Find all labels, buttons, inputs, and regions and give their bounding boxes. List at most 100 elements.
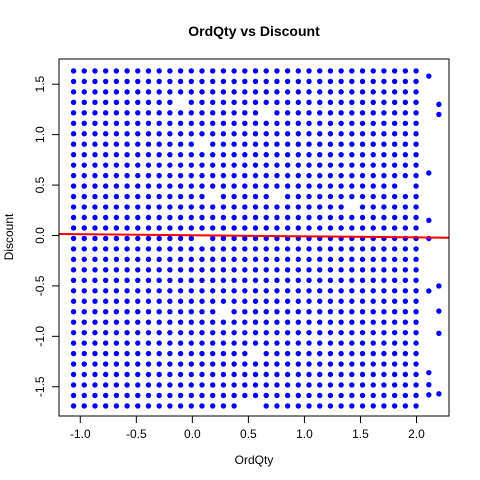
data-point: [177, 131, 184, 137]
data-point: [210, 183, 216, 189]
data-point: [306, 309, 312, 315]
data-point: [402, 225, 409, 231]
data-point: [124, 172, 130, 179]
data-point: [231, 256, 237, 263]
data-point: [274, 403, 280, 409]
data-point: [102, 110, 109, 116]
data-point: [102, 151, 109, 158]
data-point: [242, 162, 248, 168]
data-point: [70, 288, 77, 294]
data-point: [210, 256, 216, 263]
data-point: [231, 89, 237, 95]
data-point: [167, 214, 173, 221]
data-point: [317, 340, 323, 346]
data-point: [124, 235, 130, 242]
data-point: [349, 329, 355, 336]
data-point: [156, 309, 162, 315]
data-point: [167, 288, 173, 294]
data-point: [81, 235, 87, 242]
data-point: [92, 298, 98, 304]
data-point: [391, 288, 398, 294]
data-point: [295, 172, 302, 179]
data-point: [263, 309, 269, 315]
data-point: [81, 131, 87, 137]
data-point: [252, 78, 259, 85]
data-point: [359, 288, 366, 294]
data-point: [220, 99, 227, 106]
data-point: [102, 235, 109, 242]
data-point: [284, 246, 291, 252]
data-point: [391, 298, 398, 304]
data-point: [113, 309, 120, 315]
data-point: [113, 68, 120, 74]
data-point: [135, 235, 141, 242]
data-point: [199, 309, 205, 315]
data-point: [295, 246, 302, 252]
data-point: [402, 340, 409, 346]
data-point: [70, 193, 77, 200]
data-point: [306, 183, 312, 189]
data-point: [220, 288, 227, 294]
data-point: [177, 371, 184, 378]
data-point: [381, 392, 387, 399]
data-point: [102, 298, 109, 304]
data-point: [252, 99, 259, 106]
data-point: [210, 350, 216, 357]
data-point: [338, 151, 344, 158]
data-point: [413, 361, 419, 367]
data-point: [199, 371, 205, 378]
data-point: [295, 288, 302, 294]
data-point: [145, 329, 152, 336]
data-point: [167, 403, 173, 409]
data-point: [92, 256, 98, 263]
data-point: [327, 99, 334, 106]
data-point: [317, 225, 323, 231]
x-axis: -1.0 -0.5 0.0 0.5 1.0 1.5 2.0: [70, 415, 425, 441]
data-point: [102, 361, 109, 367]
data-point: [370, 350, 376, 357]
data-point: [210, 246, 216, 252]
data-point: [327, 120, 334, 126]
data-point: [284, 204, 291, 210]
data-point: [274, 172, 280, 179]
data-point: [188, 246, 194, 252]
data-point: [317, 110, 323, 116]
data-point: [413, 225, 419, 231]
data-point: [349, 340, 355, 346]
data-point: [391, 382, 398, 388]
data-point: [156, 162, 162, 168]
data-point: [167, 329, 173, 336]
data-point: [413, 288, 419, 294]
data-point: [338, 78, 344, 85]
data-point: [317, 319, 323, 325]
data-point: [252, 204, 259, 210]
data-point: [113, 361, 120, 367]
data-point: [327, 267, 334, 273]
data-point: [177, 193, 184, 200]
data-point: [402, 131, 409, 137]
data-point: [231, 267, 237, 273]
data-point: [92, 172, 98, 179]
data-point: [145, 298, 152, 304]
data-point: [338, 361, 344, 367]
data-point: [381, 162, 387, 168]
data-point: [381, 172, 387, 179]
data-point: [210, 288, 216, 294]
data-point: [274, 183, 280, 189]
data-point: [274, 214, 280, 221]
data-point: [242, 78, 248, 85]
data-point: [199, 68, 205, 74]
data-point: [135, 120, 141, 126]
data-point: [220, 235, 227, 242]
data-point: [113, 403, 120, 409]
data-point: [295, 277, 302, 283]
data-point: [242, 131, 248, 137]
data-point: [252, 392, 259, 399]
data-point: [167, 256, 173, 263]
data-point: [70, 151, 77, 158]
data-point: [220, 382, 227, 388]
data-point: [381, 78, 387, 85]
data-point: [92, 329, 98, 336]
data-point: [210, 277, 216, 283]
data-point: [199, 382, 205, 388]
